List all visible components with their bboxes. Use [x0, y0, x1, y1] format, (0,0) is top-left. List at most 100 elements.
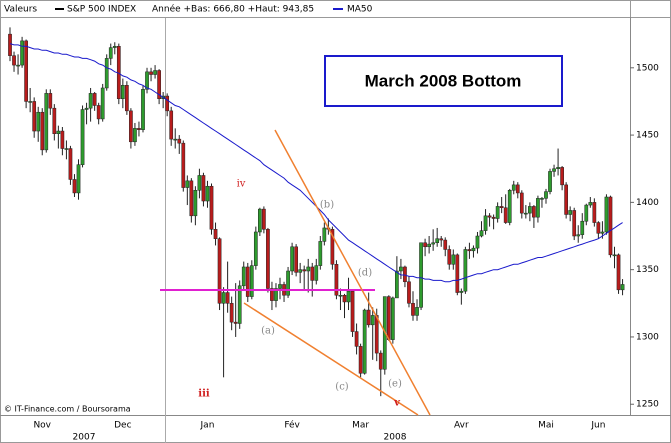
candle-body [92, 93, 97, 106]
candle-body [487, 215, 492, 218]
candle-body [511, 184, 516, 191]
candle-body [129, 110, 133, 143]
candle-body [467, 249, 472, 252]
candle-body [552, 168, 556, 172]
footer: © IT-Finance.com / Boursorama [4, 405, 131, 414]
candle-body [588, 202, 593, 206]
candle-body [479, 230, 484, 237]
candle-body [157, 70, 161, 99]
candle-body [596, 222, 601, 234]
candle-body [415, 307, 419, 316]
candle-body [451, 254, 456, 265]
candle-body [270, 288, 274, 301]
candle-body [419, 242, 423, 308]
candle-body [515, 184, 520, 194]
candle-body [338, 294, 343, 297]
candle-body [12, 55, 16, 66]
trend-line [243, 302, 419, 416]
candle-body [620, 284, 625, 291]
candle-body [237, 285, 242, 324]
candle-body [76, 164, 81, 194]
candle-body [576, 234, 581, 237]
candle-body [165, 95, 170, 112]
candle-body [318, 241, 323, 266]
year-label: 2008 [384, 433, 407, 443]
candle-body [125, 85, 129, 112]
candle-body [459, 290, 464, 293]
candle-body [616, 254, 621, 291]
candle-body [314, 265, 319, 281]
candle-body [40, 111, 45, 151]
candle-body [24, 40, 28, 102]
candle-body [262, 208, 266, 230]
candle-body [483, 215, 488, 231]
candle-body [568, 210, 573, 215]
candle-body [72, 179, 77, 194]
candle-body [8, 33, 12, 56]
candle-body [193, 190, 198, 217]
candle-body [463, 249, 468, 292]
candle-body [20, 40, 24, 66]
candle-body [540, 198, 544, 200]
candle-body [391, 297, 395, 340]
candle-body [52, 107, 57, 134]
candle-body [399, 266, 403, 272]
candle-body [560, 167, 564, 186]
candle-body [403, 266, 407, 283]
candle-body [205, 185, 210, 202]
candle-body [16, 64, 20, 67]
candle-body [241, 266, 246, 287]
candle-body [169, 110, 174, 140]
candle-body [407, 281, 411, 304]
candle-body [44, 93, 49, 151]
candle-body [612, 254, 617, 257]
candle-body [36, 111, 41, 132]
candle-body [592, 202, 597, 223]
candle-body [60, 130, 65, 149]
candle-body [423, 242, 427, 248]
candle-body [290, 246, 294, 272]
x-tick-label: Jun [590, 421, 605, 431]
candle-body [278, 284, 282, 289]
candle-body [370, 315, 375, 326]
candle-body [386, 296, 391, 340]
candle-body [266, 229, 270, 289]
candle-body [32, 101, 37, 132]
candle-body [330, 229, 335, 265]
candle-body [177, 138, 182, 144]
candle-body [523, 212, 528, 215]
x-tick-label: Mai [538, 421, 554, 431]
candle-body [133, 128, 137, 143]
candle-body [80, 109, 85, 165]
legend-series: S&P 500 INDEX [67, 5, 136, 15]
candle-body [362, 309, 367, 374]
candle-body [108, 47, 113, 59]
candle-body [298, 269, 303, 273]
candle-body [258, 208, 262, 233]
candle-body [411, 303, 415, 316]
candle-body [528, 206, 532, 214]
candle-body [447, 249, 452, 265]
legend-ma: MA50 [347, 5, 373, 15]
wave-label: v [393, 398, 401, 409]
candle-body [56, 130, 61, 134]
range-note: Année +Bas: 666,80 +Haut: 943,85 [152, 4, 314, 15]
candle-body [443, 239, 448, 250]
candle-body [197, 175, 202, 191]
candle-body [306, 266, 311, 272]
candle-body [350, 290, 355, 332]
candle-body [28, 101, 32, 103]
candle-body [217, 238, 222, 304]
candle-body [149, 71, 153, 75]
candle-body [495, 206, 500, 219]
y-tick-label: 1250 [636, 400, 659, 410]
candle-body [181, 142, 186, 188]
candle-body [286, 270, 290, 296]
candle-body [544, 191, 548, 199]
wave-label: (a) [261, 326, 275, 337]
candle-body [455, 254, 460, 293]
candle-body [310, 266, 315, 281]
y-tick-label: 1450 [636, 131, 659, 141]
candle-body [435, 238, 440, 243]
candle-body [346, 290, 351, 303]
